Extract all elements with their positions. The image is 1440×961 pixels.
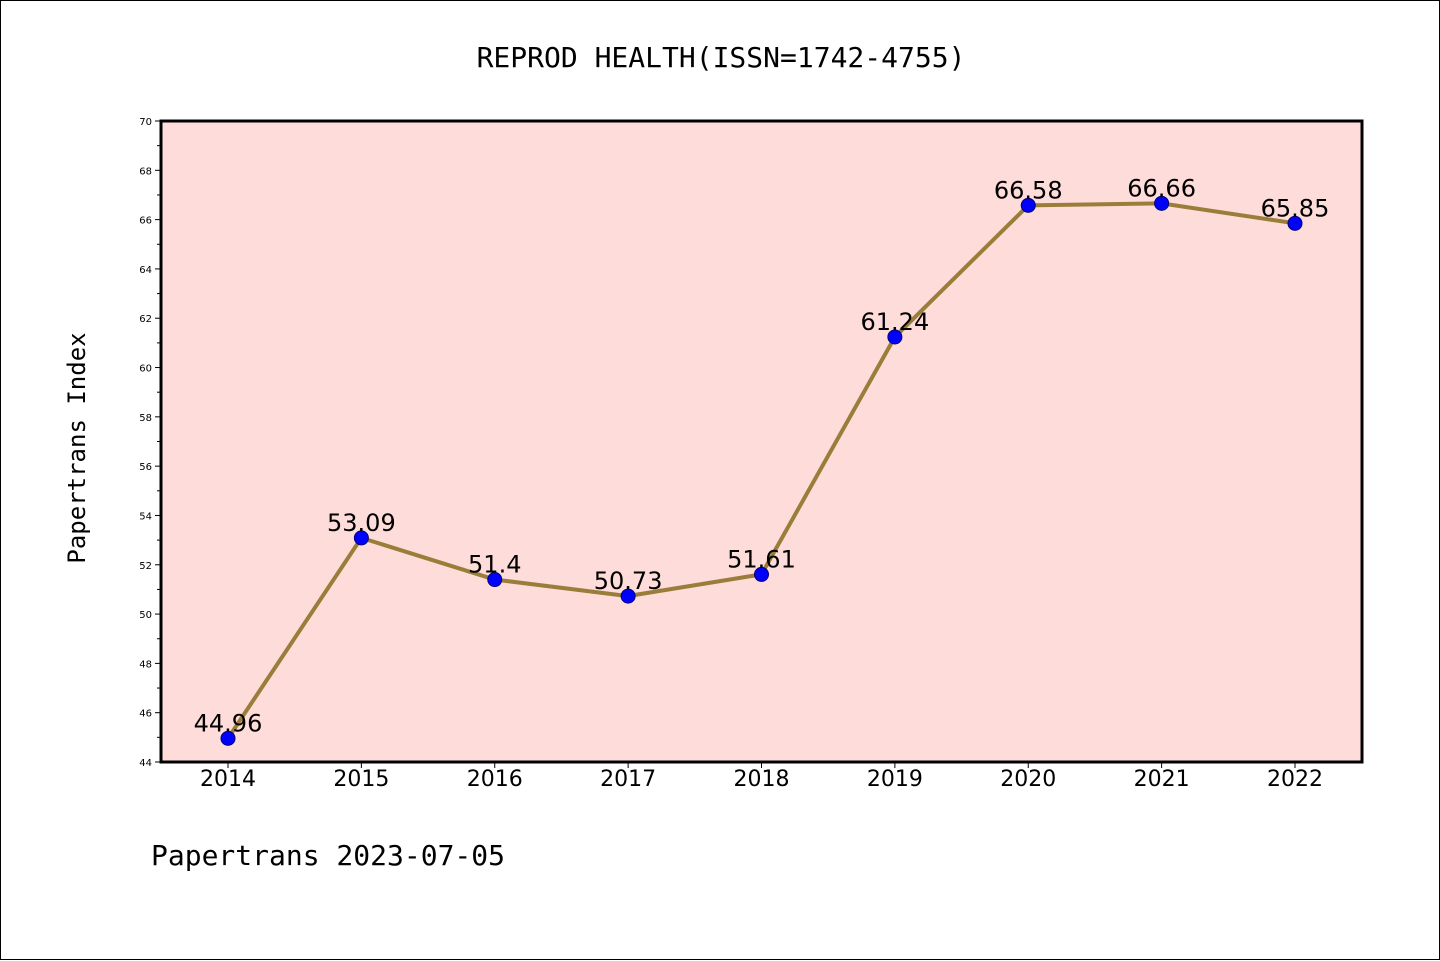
x-tick-label: 2018 bbox=[734, 767, 790, 792]
y-tick-label: 70 bbox=[139, 117, 152, 128]
data-point bbox=[887, 329, 903, 345]
x-tick-label: 2015 bbox=[333, 767, 389, 792]
data-label: 51.61 bbox=[727, 545, 796, 573]
plot-area bbox=[159, 119, 1364, 764]
x-tick-label: 2022 bbox=[1267, 767, 1323, 792]
data-labels-group: 44.96 53.09 51.4 50.73 51.61 61.24 66.58 66.66 6… bbox=[194, 174, 1330, 737]
data-label: 66.58 bbox=[994, 176, 1063, 204]
x-tick-label: 2016 bbox=[467, 767, 523, 792]
y-axis-label: Papertrans Index bbox=[63, 332, 91, 563]
y-tick-label: 54 bbox=[139, 511, 152, 522]
data-point bbox=[353, 530, 369, 546]
footer-credit: Papertrans 2023-07-05 bbox=[151, 839, 505, 872]
data-point bbox=[620, 588, 636, 604]
data-point bbox=[754, 566, 769, 582]
data-label: 50.73 bbox=[594, 567, 663, 595]
data-label: 65.85 bbox=[1261, 194, 1330, 222]
y-tick-label: 44 bbox=[139, 758, 152, 769]
y-tick-label: 56 bbox=[139, 462, 152, 473]
y-tick-label: 60 bbox=[139, 364, 152, 375]
data-label: 66.66 bbox=[1127, 174, 1196, 202]
x-tick-label: 2021 bbox=[1134, 767, 1190, 792]
data-label: 53.09 bbox=[327, 509, 396, 537]
y-tick-label: 50 bbox=[139, 610, 152, 621]
x-tick-label: 2014 bbox=[200, 767, 256, 792]
data-point bbox=[1287, 215, 1303, 231]
x-tick-label: 2020 bbox=[1000, 767, 1056, 792]
y-tick-label: 58 bbox=[139, 413, 152, 424]
x-tick-label: 2019 bbox=[867, 767, 923, 792]
data-point bbox=[220, 730, 236, 746]
x-tick-label: 2017 bbox=[600, 767, 656, 792]
y-tick-label: 66 bbox=[139, 216, 152, 227]
y-tick-label: 62 bbox=[139, 314, 152, 325]
y-tick-label: 46 bbox=[139, 709, 152, 720]
data-label: 61.24 bbox=[861, 308, 930, 336]
y-tick-label: 52 bbox=[139, 561, 152, 572]
data-label: 44.96 bbox=[194, 709, 263, 737]
y-tick-label: 64 bbox=[139, 265, 152, 276]
y-tick-label: 48 bbox=[139, 659, 152, 670]
y-tick-label: 68 bbox=[139, 166, 152, 177]
chart-title: REPROD HEALTH(ISSN=1742-4755) bbox=[477, 41, 966, 74]
data-point bbox=[1020, 197, 1036, 213]
data-point bbox=[1154, 195, 1170, 211]
y-axis: 44 46 48 50 52 54 56 58 60 62 64 66 68 70 bbox=[139, 117, 161, 769]
points-group bbox=[220, 195, 1303, 746]
data-point bbox=[487, 572, 503, 588]
x-axis: 2014 2015 2016 2017 2018 2019 2020 2021 2022 bbox=[200, 762, 1323, 792]
data-label: 51.4 bbox=[468, 551, 521, 579]
